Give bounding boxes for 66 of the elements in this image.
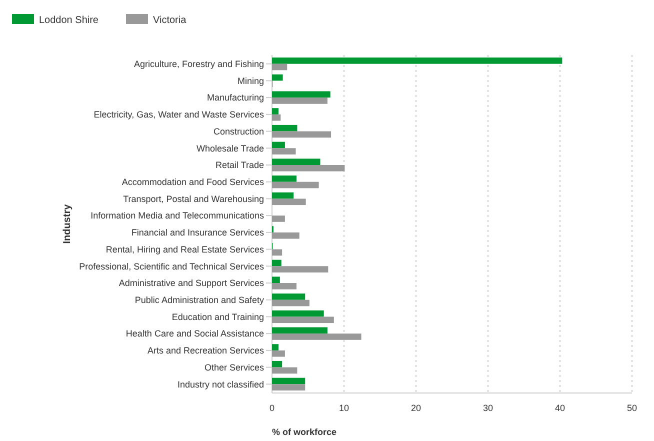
y-tick-label: Education and Training — [172, 312, 264, 322]
x-tick-label: 0 — [269, 403, 275, 413]
y-tick-label: Health Care and Social Assistance — [126, 328, 264, 339]
y-tick-label: Accommodation and Food Services — [122, 177, 264, 188]
bar — [272, 98, 328, 104]
y-tick-label: Construction — [213, 126, 264, 136]
y-tick-label: Mining — [237, 76, 264, 86]
bar — [272, 344, 278, 350]
bar — [272, 142, 285, 148]
y-tick-label: Other Services — [204, 362, 264, 372]
bar — [272, 266, 328, 272]
bar — [272, 334, 362, 340]
y-tick-label: Information Media and Telecommunications — [90, 210, 264, 221]
legend-label: Loddon Shire — [39, 15, 99, 26]
bar — [272, 276, 280, 284]
bar — [272, 327, 328, 334]
y-tick-label: Financial and Insurance Services — [131, 228, 264, 238]
bar — [272, 260, 282, 266]
bar — [272, 182, 319, 188]
bar — [272, 310, 324, 317]
bar — [272, 192, 294, 199]
bar — [272, 148, 296, 154]
legend-label: Victoria — [153, 15, 187, 26]
y-tick-label: Public Administration and Safety — [134, 295, 264, 306]
bar — [272, 131, 332, 138]
bar — [272, 91, 330, 98]
bar — [272, 176, 296, 182]
bar — [272, 367, 298, 374]
bar — [272, 316, 334, 324]
y-tick-label: Manufacturing — [206, 92, 264, 103]
x-tick-label: 30 — [482, 403, 494, 413]
y-axis-title: Industry — [62, 204, 73, 244]
y-tick-label: Transport, Postal and Warehousing — [123, 194, 264, 204]
bar — [272, 300, 310, 306]
bar — [272, 232, 300, 239]
x-tick-label: 40 — [554, 403, 566, 413]
y-tick-label: Agriculture, Forestry and Fishing — [134, 59, 264, 69]
x-tick-label: 10 — [338, 403, 350, 413]
y-tick-label: Wholesale Trade — [196, 143, 264, 154]
bar — [272, 74, 283, 81]
bar — [272, 384, 306, 390]
bar — [272, 249, 282, 256]
bar — [272, 58, 562, 64]
bar — [272, 165, 345, 172]
x-tick-label: 50 — [626, 403, 638, 413]
bar — [272, 350, 285, 357]
y-tick-label: Professional, Scientific and Technical Services — [79, 261, 264, 272]
bar — [272, 158, 320, 165]
bar — [272, 114, 281, 121]
bar — [272, 108, 278, 114]
bar — [272, 124, 298, 132]
y-tick-label: Rental, Hiring and Real Estate Services — [106, 244, 264, 254]
bar — [272, 198, 306, 206]
x-tick-label: 20 — [410, 403, 422, 413]
y-tick-label: Electricity, Gas, Water and Waste Services — [94, 110, 264, 120]
bar — [272, 360, 282, 368]
bar — [272, 283, 296, 290]
y-tick-label: Industry not classified — [177, 379, 264, 390]
y-tick-label: Administrative and Support Services — [118, 278, 264, 288]
bar — [272, 378, 306, 384]
bar — [272, 64, 288, 70]
bar — [272, 216, 285, 222]
x-axis-title: % of workforce — [272, 427, 337, 437]
y-tick-label: Arts and Recreation Services — [147, 346, 264, 356]
y-tick-label: Retail Trade — [215, 160, 264, 170]
bar — [272, 294, 306, 300]
